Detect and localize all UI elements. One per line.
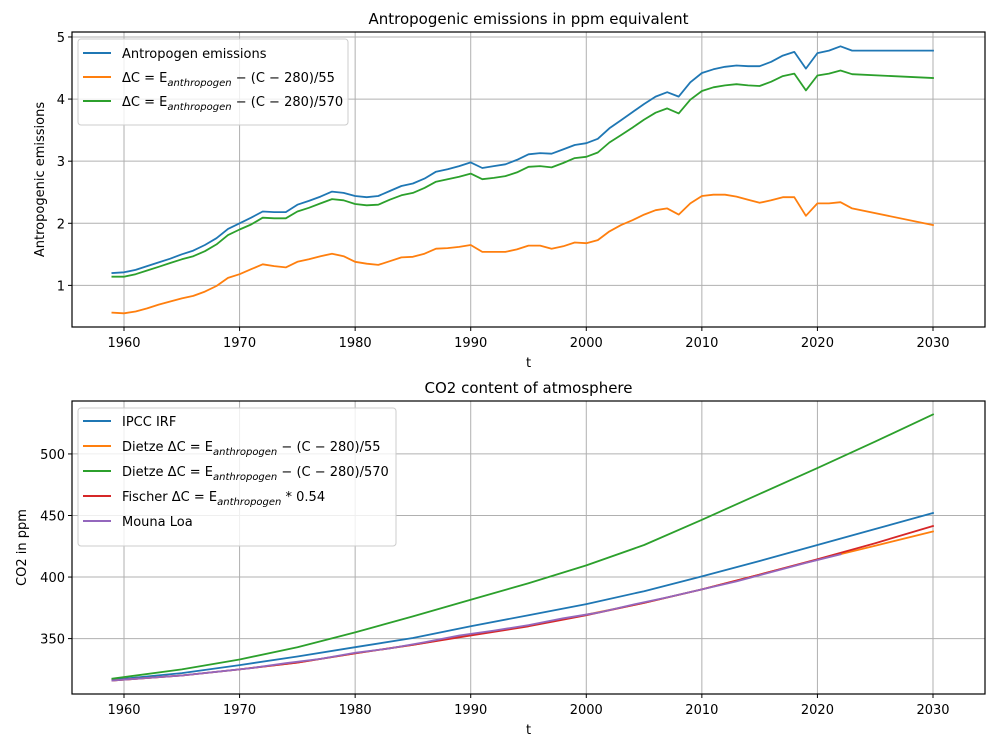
emissions-ticks: 1960 1970 1980 1990 2000 2010 2020 2030 1 2 3 4 5 bbox=[57, 31, 950, 351]
co2-grid bbox=[72, 401, 985, 694]
co2-x-tick-label: 2020 bbox=[801, 703, 834, 718]
co2-series-line-2 bbox=[111, 413, 935, 680]
emissions-legend-label-main: ΔC = E bbox=[122, 95, 167, 110]
co2-legend-item: IPCC IRF bbox=[83, 415, 176, 430]
co2-y-tick-label: 500 bbox=[40, 448, 65, 463]
emissions-x-tick-label: 1980 bbox=[339, 336, 372, 351]
emissions-y-tick-label: 1 bbox=[57, 279, 65, 294]
co2-y-tick-label: 400 bbox=[40, 571, 65, 586]
co2-series-group bbox=[111, 413, 935, 682]
co2-legend-item: Dietze ΔC = Eanthropogen − (C − 280)/570 bbox=[83, 465, 389, 483]
co2-legend-label-main: Dietze ΔC = E bbox=[122, 465, 213, 480]
co2-plot: CO2 content of atmosphere 1960 1970 1980 19… bbox=[15, 379, 986, 738]
co2-y-tick-label: 350 bbox=[40, 633, 65, 648]
co2-legend-label-subscript: anthropogen bbox=[213, 447, 277, 458]
emissions-x-tick-label: 1960 bbox=[107, 336, 140, 351]
co2-legend-label-subscript: anthropogen bbox=[213, 472, 277, 483]
co2-legend-label: Mouna Loa bbox=[122, 515, 193, 530]
emissions-x-tick-label: 2030 bbox=[916, 336, 949, 351]
emissions-x-tick-label: 1970 bbox=[223, 336, 256, 351]
co2-x-tick-label: 1960 bbox=[107, 703, 140, 718]
co2-chart-title: CO2 content of atmosphere bbox=[424, 379, 632, 397]
emissions-legend-box bbox=[77, 38, 349, 126]
emissions-legend-label-subscript: anthropogen bbox=[167, 102, 231, 113]
co2-y-axis-label: CO2 in ppm bbox=[15, 509, 30, 586]
emissions-legend-label-main: ΔC = E bbox=[122, 71, 167, 86]
co2-legend-box bbox=[77, 407, 397, 547]
emissions-series-line-0 bbox=[111, 45, 934, 274]
emissions-y-axis-label: Antropogenic emissions bbox=[33, 102, 48, 257]
co2-series-line-4 bbox=[111, 553, 842, 682]
emissions-legend-label-suffix: − (C − 280)/55 bbox=[232, 71, 335, 86]
co2-legend-label: Fischer ΔC = Eanthropogen * 0.54 bbox=[122, 490, 325, 508]
co2-plot-frame bbox=[71, 400, 986, 695]
emissions-legend-label: ΔC = Eanthropogen − (C − 280)/570 bbox=[122, 95, 343, 113]
emissions-y-tick-label: 5 bbox=[57, 31, 65, 46]
co2-x-tick-label: 2010 bbox=[685, 703, 718, 718]
emissions-legend-label-subscript: anthropogen bbox=[167, 78, 231, 89]
co2-y-tick-label: 450 bbox=[40, 509, 65, 524]
co2-legend-label-suffix: − (C − 280)/55 bbox=[277, 440, 380, 455]
emissions-series-line-1 bbox=[111, 193, 935, 315]
co2-x-tick-label: 1970 bbox=[223, 703, 256, 718]
co2-series-line-0 bbox=[111, 511, 935, 681]
emissions-x-tick-label: 1990 bbox=[454, 336, 487, 351]
co2-legend-label-suffix: * 0.54 bbox=[281, 490, 325, 505]
co2-x-tick-label: 2000 bbox=[570, 703, 603, 718]
co2-legend-label: Dietze ΔC = Eanthropogen − (C − 280)/570 bbox=[122, 465, 389, 483]
emissions-legend-item: ΔC = Eanthropogen − (C − 280)/55 bbox=[83, 71, 335, 89]
emissions-series-group bbox=[111, 45, 935, 315]
emissions-legend-label: Antropogen emissions bbox=[122, 47, 267, 62]
emissions-x-tick-label: 2010 bbox=[685, 336, 718, 351]
co2-legend-item: Fischer ΔC = Eanthropogen * 0.54 bbox=[83, 490, 325, 508]
co2-legend-label-main: Dietze ΔC = E bbox=[122, 440, 213, 455]
emissions-plot-frame bbox=[71, 31, 986, 328]
co2-legend-label-suffix: − (C − 280)/570 bbox=[277, 465, 389, 480]
emissions-plot: Antropogenic emissions in ppm equivalent… bbox=[33, 10, 986, 371]
co2-legend-item: Mouna Loa bbox=[83, 515, 193, 530]
co2-x-tick-label: 1990 bbox=[454, 703, 487, 718]
co2-legend-label: IPCC IRF bbox=[122, 415, 176, 430]
co2-x-tick-label: 1980 bbox=[339, 703, 372, 718]
emissions-x-axis-label: t bbox=[526, 356, 531, 371]
emissions-y-tick-label: 2 bbox=[57, 217, 65, 232]
emissions-legend-item: Antropogen emissions bbox=[83, 47, 267, 62]
emissions-y-tick-label: 4 bbox=[57, 93, 65, 108]
emissions-x-tick-label: 2020 bbox=[801, 336, 834, 351]
emissions-series-line-2 bbox=[111, 69, 934, 278]
co2-series-line-3 bbox=[111, 524, 935, 682]
emissions-legend-label: ΔC = Eanthropogen − (C − 280)/55 bbox=[122, 71, 335, 89]
emissions-legend-label-suffix: − (C − 280)/570 bbox=[232, 95, 344, 110]
co2-ticks: 1960 1970 1980 1990 2000 2010 2020 2030 350 400 45… bbox=[40, 448, 949, 718]
co2-legend-label-main: Fischer ΔC = E bbox=[122, 490, 217, 505]
co2-legend-label-subscript: anthropogen bbox=[217, 497, 281, 508]
emissions-chart-title: Antropogenic emissions in ppm equivalent bbox=[368, 10, 688, 28]
co2-x-tick-label: 2030 bbox=[916, 703, 949, 718]
co2-legend-label: Dietze ΔC = Eanthropogen − (C − 280)/55 bbox=[122, 440, 381, 458]
emissions-legend-item: ΔC = Eanthropogen − (C − 280)/570 bbox=[83, 95, 343, 113]
emissions-x-tick-label: 2000 bbox=[570, 336, 603, 351]
co2-x-axis-label: t bbox=[526, 723, 531, 738]
emissions-y-tick-label: 3 bbox=[57, 155, 65, 170]
co2-series-line-1 bbox=[111, 530, 935, 682]
co2-legend-item: Dietze ΔC = Eanthropogen − (C − 280)/55 bbox=[83, 440, 381, 458]
